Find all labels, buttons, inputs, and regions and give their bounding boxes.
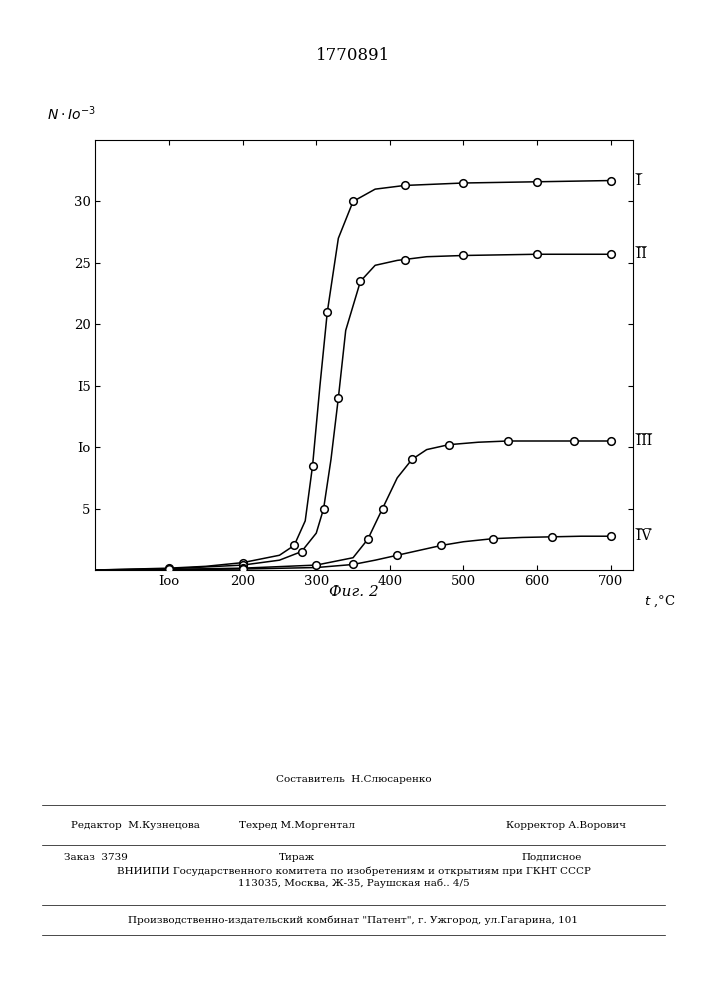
Text: ВНИИПИ Государственного комитета по изобретениям и открытиям при ГКНТ СССР: ВНИИПИ Государственного комитета по изоб… <box>117 867 590 876</box>
Text: Фиг. 2: Фиг. 2 <box>329 585 378 599</box>
Text: Тираж: Тираж <box>279 853 315 862</box>
Text: I̅V̅: I̅V̅ <box>636 529 652 543</box>
Text: I̅I̅I̅: I̅I̅I̅ <box>636 434 653 448</box>
Text: I̅I̅: I̅I̅ <box>636 247 647 261</box>
Text: Корректор А.Ворович: Корректор А.Ворович <box>506 820 626 830</box>
Text: Производственно-издательский комбинат "Патент", г. Ужгород, ул.Гагарина, 101: Производственно-издательский комбинат "П… <box>129 915 578 925</box>
Text: Заказ  3739: Заказ 3739 <box>64 853 127 862</box>
Text: 113035, Москва, Ж-35, Раушская наб.. 4/5: 113035, Москва, Ж-35, Раушская наб.. 4/5 <box>238 879 469 888</box>
Text: I̅: I̅ <box>636 174 642 188</box>
Text: $t$ ,°C: $t$ ,°C <box>643 594 675 609</box>
Text: $N \cdot Io^{-3}$: $N \cdot Io^{-3}$ <box>47 104 96 123</box>
Text: Техред М.Моргентал: Техред М.Моргентал <box>239 820 355 830</box>
Text: Составитель  Н.Слюсаренко: Составитель Н.Слюсаренко <box>276 776 431 784</box>
Text: Подписное: Подписное <box>521 853 582 862</box>
Text: 1770891: 1770891 <box>316 46 391 64</box>
Text: Редактор  М.Кузнецова: Редактор М.Кузнецова <box>71 820 199 830</box>
